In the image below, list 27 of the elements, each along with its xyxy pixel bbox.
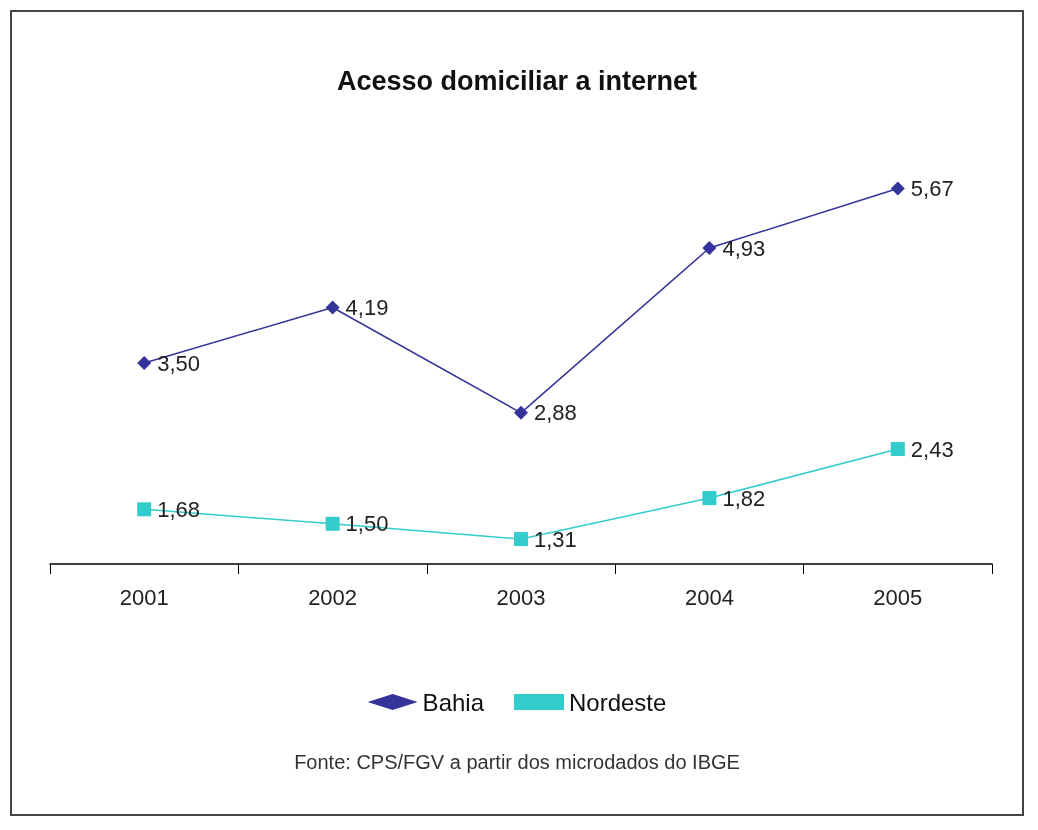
point: [890, 181, 905, 196]
point: [137, 356, 152, 370]
point: [514, 405, 528, 420]
data-label: 4,93: [722, 235, 766, 261]
point: [325, 516, 340, 531]
point: [702, 491, 717, 506]
source-note: Fonte: CPS/FGV a partir dos microdados do IBGE: [294, 751, 740, 773]
point: [890, 442, 905, 457]
x-tick-label: 2003: [496, 584, 546, 610]
x-tick-label: 2005: [873, 584, 923, 610]
point: [514, 532, 528, 547]
data-label: 5,67: [910, 176, 954, 202]
data-label: 1,82: [722, 485, 766, 511]
legend-label: Bahia: [422, 688, 485, 716]
x-tick-label: 2001: [119, 584, 169, 610]
data-label: 1,31: [534, 526, 577, 552]
chart-title: Acesso domiciliar a internet: [336, 65, 698, 96]
data-label: 4,19: [345, 295, 389, 321]
x-tick-label: 2002: [308, 584, 358, 610]
data-label: 2,88: [534, 400, 577, 426]
point: [325, 300, 340, 315]
data-label: 2,43: [910, 436, 954, 462]
x-tick-label: 2004: [684, 584, 734, 610]
point: [702, 241, 717, 256]
data-label: 3,50: [157, 350, 201, 376]
legend-label: Nordeste: [569, 688, 667, 716]
point: [137, 502, 152, 517]
